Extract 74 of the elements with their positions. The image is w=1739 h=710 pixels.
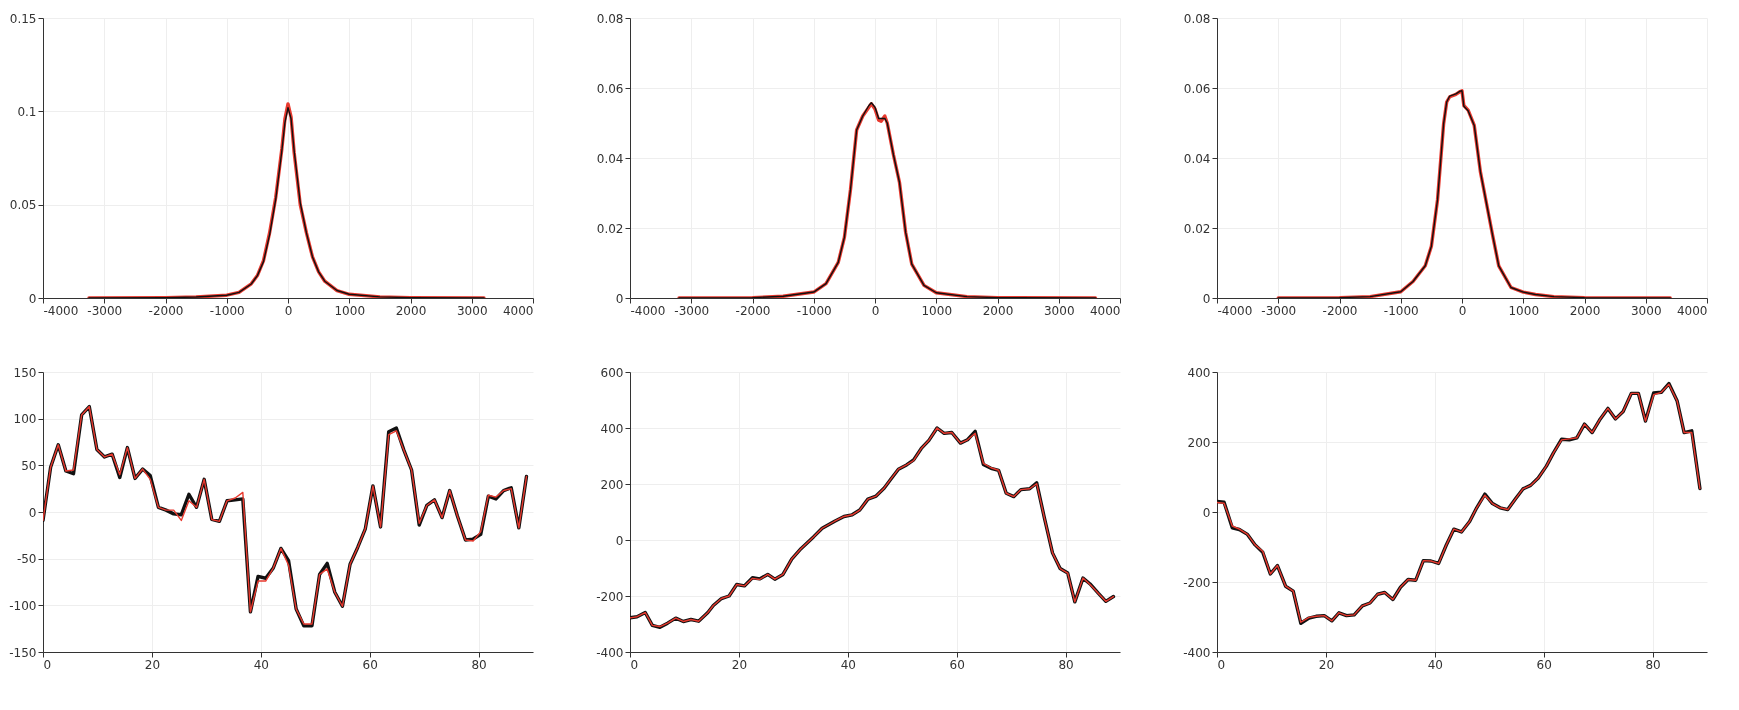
y-tick-label: -400 bbox=[596, 645, 624, 660]
y-tick-label: 0 bbox=[28, 505, 37, 520]
x-tick-label: 20 bbox=[144, 657, 161, 672]
x-tick-label: 40 bbox=[1427, 657, 1443, 672]
x-tick-label: -3000 bbox=[87, 303, 123, 318]
x-tick-label: 1000 bbox=[921, 303, 953, 318]
x-tick-label: 3000 bbox=[1630, 303, 1662, 318]
y-tick-label: 400 bbox=[600, 421, 624, 436]
y-tick-label: 200 bbox=[1187, 435, 1211, 450]
y-tick-label: 0 bbox=[615, 533, 624, 548]
y-tick-label: -50 bbox=[16, 552, 37, 567]
y-tick-label: -200 bbox=[596, 589, 624, 604]
y-tick-label: 400 bbox=[1187, 365, 1211, 380]
x-tick-label: 0 bbox=[1458, 303, 1467, 318]
x-tick-label: 40 bbox=[840, 657, 856, 672]
x-tick-label: 60 bbox=[949, 657, 965, 672]
y-tick-label: 0.08 bbox=[596, 11, 624, 26]
x-tick-label: 0 bbox=[43, 657, 52, 672]
x-tick-label: 4000 bbox=[502, 303, 534, 318]
x-tick-label: 20 bbox=[1318, 657, 1335, 672]
x-tick-label: 2000 bbox=[982, 303, 1014, 318]
x-tick-label: -4000 bbox=[43, 303, 79, 318]
x-tick-label: -4000 bbox=[1217, 303, 1253, 318]
x-tick-label: 20 bbox=[731, 657, 748, 672]
y-tick-label: 0.06 bbox=[1183, 81, 1211, 96]
x-tick-label: -1000 bbox=[1383, 303, 1419, 318]
y-tick-label: 0.02 bbox=[1183, 221, 1211, 236]
y-tick-label: -400 bbox=[1183, 645, 1211, 660]
x-tick-label: -4000 bbox=[630, 303, 666, 318]
y-tick-label: -200 bbox=[1183, 575, 1211, 590]
y-tick-label: 0 bbox=[28, 291, 37, 306]
x-tick-label: 3000 bbox=[456, 303, 488, 318]
x-tick-label: 1000 bbox=[1508, 303, 1540, 318]
x-tick-label: 0 bbox=[630, 657, 639, 672]
x-tick-label: 2000 bbox=[395, 303, 427, 318]
y-tick-label: 0.1 bbox=[17, 104, 37, 119]
y-tick-label: 0.02 bbox=[596, 221, 624, 236]
y-tick-label: 100 bbox=[13, 412, 37, 427]
x-tick-label: -1000 bbox=[796, 303, 832, 318]
y-tick-label: 0 bbox=[1202, 291, 1211, 306]
y-tick-label: 0.08 bbox=[1183, 11, 1211, 26]
x-tick-label: 80 bbox=[1645, 657, 1661, 672]
x-tick-label: 40 bbox=[253, 657, 269, 672]
x-tick-label: 60 bbox=[362, 657, 378, 672]
x-tick-label: 60 bbox=[1536, 657, 1552, 672]
y-tick-label: 0.04 bbox=[596, 151, 624, 166]
y-tick-label: 0.15 bbox=[9, 11, 37, 26]
y-tick-label: 0 bbox=[1202, 505, 1211, 520]
y-tick-label: 0.05 bbox=[9, 198, 37, 213]
x-tick-label: 2000 bbox=[1569, 303, 1601, 318]
x-tick-label: -2000 bbox=[735, 303, 771, 318]
y-tick-label: -100 bbox=[9, 598, 37, 613]
y-tick-label: 50 bbox=[21, 458, 37, 473]
y-tick-label: 200 bbox=[600, 477, 624, 492]
x-tick-label: 0 bbox=[1217, 657, 1226, 672]
x-tick-label: 80 bbox=[1058, 657, 1074, 672]
y-tick-label: 0 bbox=[615, 291, 624, 306]
y-tick-label: 0.06 bbox=[596, 81, 624, 96]
x-tick-label: 0 bbox=[284, 303, 293, 318]
x-tick-label: -3000 bbox=[674, 303, 710, 318]
x-tick-label: 4000 bbox=[1676, 303, 1708, 318]
x-tick-label: 4000 bbox=[1089, 303, 1121, 318]
x-tick-label: 0 bbox=[871, 303, 880, 318]
x-tick-label: -2000 bbox=[1322, 303, 1358, 318]
x-tick-label: -3000 bbox=[1261, 303, 1297, 318]
x-tick-label: 80 bbox=[471, 657, 487, 672]
y-tick-label: -150 bbox=[9, 645, 37, 660]
y-tick-label: 150 bbox=[13, 365, 37, 380]
y-tick-label: 600 bbox=[600, 365, 624, 380]
y-tick-label: 0.04 bbox=[1183, 151, 1211, 166]
x-tick-label: 1000 bbox=[334, 303, 366, 318]
x-tick-label: -2000 bbox=[148, 303, 184, 318]
x-tick-label: -1000 bbox=[209, 303, 245, 318]
x-tick-label: 3000 bbox=[1043, 303, 1075, 318]
